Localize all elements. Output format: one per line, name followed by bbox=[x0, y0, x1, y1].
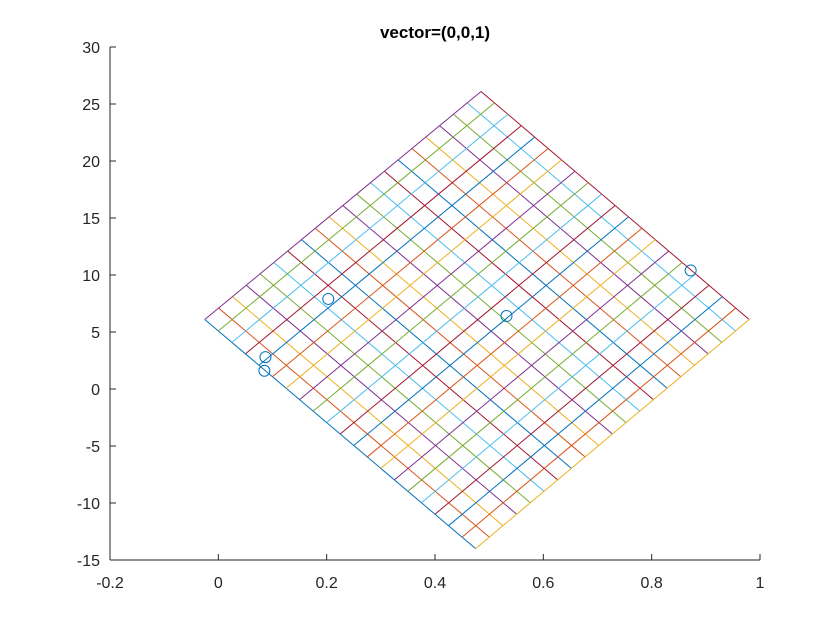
x-tick-label: 0.4 bbox=[424, 575, 446, 592]
x-tick-label: 0.6 bbox=[532, 575, 554, 592]
data-points bbox=[258, 264, 697, 377]
x-tick-label: 0.8 bbox=[641, 575, 663, 592]
mesh-line bbox=[326, 193, 603, 423]
mesh-line bbox=[380, 239, 656, 469]
mesh-line bbox=[285, 159, 562, 389]
data-point-marker bbox=[259, 351, 272, 364]
mesh-line bbox=[407, 262, 683, 492]
y-ticks: -15 -10 -5 0 5 10 15 20 25 30 bbox=[77, 40, 116, 570]
mesh-line bbox=[480, 91, 750, 320]
y-tick-label: 20 bbox=[82, 154, 100, 171]
mesh bbox=[204, 91, 750, 549]
y-tick-label: -15 bbox=[77, 553, 100, 570]
x-tick-label: 0.2 bbox=[316, 575, 338, 592]
mesh-line bbox=[434, 284, 710, 515]
chart-title: vector=(0,0,1) bbox=[380, 23, 490, 42]
y-tick-label: 30 bbox=[82, 40, 100, 57]
mesh-line bbox=[299, 170, 576, 401]
mesh-line bbox=[448, 296, 723, 527]
mesh-line bbox=[421, 273, 696, 504]
data-point-marker bbox=[322, 292, 335, 305]
y-tick-label: 25 bbox=[82, 97, 100, 114]
mesh-line bbox=[258, 136, 535, 366]
data-point-marker bbox=[684, 264, 697, 277]
mesh-line bbox=[272, 148, 549, 378]
x-tick-label: -0.2 bbox=[96, 575, 124, 592]
mesh-line bbox=[366, 227, 643, 458]
data-point-marker bbox=[500, 310, 513, 323]
mesh-line bbox=[339, 205, 616, 435]
mesh-line bbox=[218, 102, 495, 332]
mesh-line bbox=[231, 113, 509, 343]
x-ticks: -0.2 0 0.2 0.4 0.6 0.8 1 bbox=[96, 554, 765, 592]
y-tick-label: -5 bbox=[86, 439, 100, 456]
data-point-marker bbox=[258, 364, 271, 377]
mesh-line bbox=[475, 319, 750, 549]
y-tick-label: 15 bbox=[82, 211, 100, 228]
mesh-line bbox=[353, 216, 629, 446]
x-tick-label: 1 bbox=[756, 575, 765, 592]
mesh-line bbox=[204, 91, 482, 320]
y-tick-label: 10 bbox=[82, 268, 100, 285]
x-tick-label: 0 bbox=[214, 575, 223, 592]
mesh-line bbox=[245, 125, 522, 355]
y-tick-label: 0 bbox=[91, 382, 100, 399]
mesh-line bbox=[461, 307, 737, 538]
mesh-line bbox=[312, 182, 589, 412]
y-tick-label: -10 bbox=[77, 496, 100, 513]
mesh-line bbox=[394, 250, 670, 481]
y-tick-label: 5 bbox=[91, 325, 100, 342]
